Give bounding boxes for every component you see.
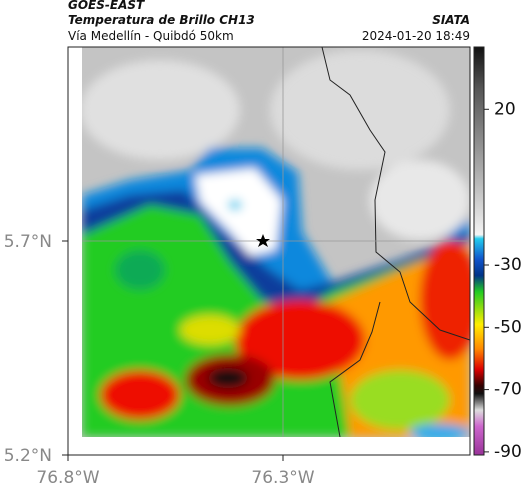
colorbar-tick-label: -50 [494,317,522,337]
subtitle: Vía Medellín - Quibdó 50km [68,29,234,43]
colorbar-tick-label: -90 [494,442,522,462]
colorbar [473,46,485,456]
lat-label: 5.2°N [4,446,52,466]
colorbar-tick-label: 20 [494,99,516,119]
lat-label: 5.7°N [4,232,52,252]
map-image [82,47,470,437]
colorbar-tick-label: -70 [494,380,522,400]
colorbar-tick-label: -30 [494,255,522,275]
timestamp: 2024-01-20 18:49 [362,29,470,43]
lon-label: 76.8°W [36,468,99,488]
lon-label: 76.3°W [251,468,314,488]
title: Temperatura de Brillo CH13 [68,13,255,27]
satellite: GOES-EAST [68,0,145,12]
source: SIATA [432,13,470,27]
